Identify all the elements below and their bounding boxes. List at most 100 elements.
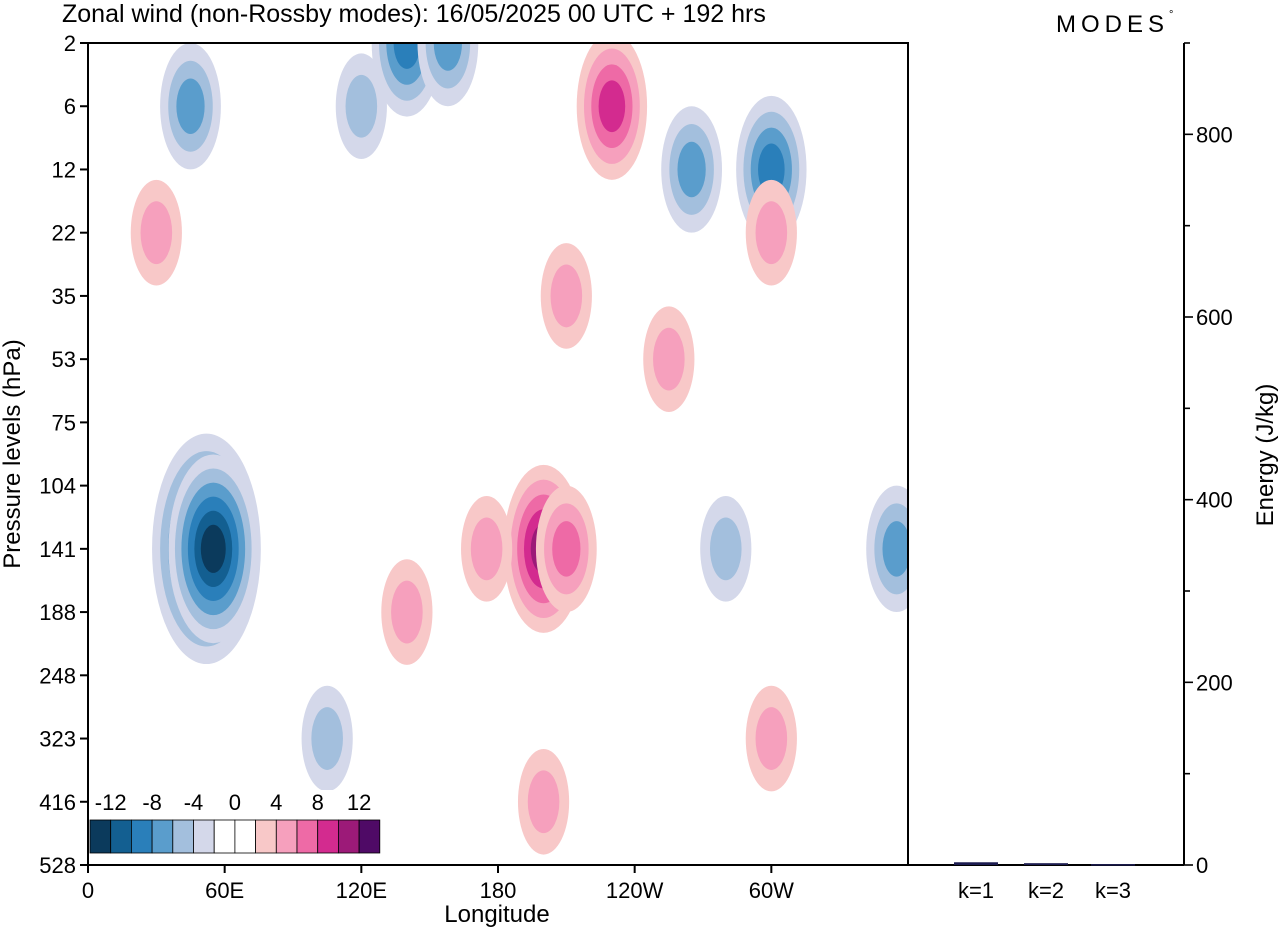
y-tick-label: 53 <box>52 347 76 372</box>
colorbar-label: -12 <box>95 790 127 815</box>
colorbar: -12 -8 -4 0 4 8 12 <box>88 790 382 854</box>
colorbar-swatch <box>89 819 112 854</box>
energy-bar <box>954 862 998 865</box>
colorbar-swatch <box>255 819 277 854</box>
colorbar-label: -4 <box>184 790 204 815</box>
energy-tick-label: 200 <box>1196 670 1233 695</box>
colorbar-label: 12 <box>347 790 371 815</box>
contour-level <box>391 580 423 644</box>
contour-level <box>552 521 581 577</box>
y-axis-label: Pressure levels (hPa) <box>0 339 26 568</box>
colorbar-label: 0 <box>229 790 241 815</box>
contour-level <box>140 201 173 265</box>
contour-level <box>470 517 503 581</box>
colorbar-swatch <box>151 819 174 854</box>
field-anomaly <box>517 748 570 855</box>
field-anomaly <box>381 559 433 665</box>
contour-level <box>311 707 343 770</box>
field-anomaly <box>130 179 182 286</box>
contour-level <box>433 43 463 71</box>
energy-tick-label: 600 <box>1196 305 1233 330</box>
y-tick-label: 75 <box>52 410 76 435</box>
field-anomaly <box>745 179 797 286</box>
energy-bar <box>1024 863 1068 865</box>
contour-level <box>176 78 205 134</box>
x-tick-label: 0 <box>82 878 94 903</box>
colorbar-swatch <box>317 819 339 854</box>
energy-axis-label: Energy (J/kg) <box>1252 384 1279 527</box>
y-tick-label: 12 <box>52 157 76 182</box>
contour-level <box>527 770 560 834</box>
contour-level <box>550 264 583 328</box>
energy-category-label: k=3 <box>1095 878 1131 903</box>
field-anomaly <box>160 43 221 170</box>
field-anomaly <box>700 496 752 602</box>
y-tick-label: 35 <box>52 284 76 309</box>
contour-level <box>393 43 421 69</box>
energy-bar <box>1091 864 1135 866</box>
contour-level <box>200 524 226 573</box>
field-anomaly <box>168 454 259 644</box>
colorbar-swatch <box>110 819 132 854</box>
energy-tick-label: 400 <box>1196 488 1233 513</box>
field-anomaly <box>745 685 797 792</box>
x-axis: 0 60E 120E 180 120W 60W <box>82 865 794 903</box>
y-tick-label: 6 <box>64 94 76 119</box>
x-tick-label: 180 <box>480 878 517 903</box>
heatmap-panel: -12 -8 -4 0 4 8 12 2 6 12 22 35 53 75 104 141 188 248 323… <box>0 31 909 928</box>
field-anomaly <box>643 306 695 412</box>
contour-level <box>598 80 626 133</box>
colorbar-swatch <box>213 819 236 854</box>
y-tick-label: 2 <box>64 31 76 56</box>
colorbar-swatch <box>296 819 319 854</box>
colorbar-swatch <box>234 819 256 854</box>
x-axis-label: Longitude <box>444 901 549 928</box>
y-tick-label: 323 <box>39 727 76 752</box>
colorbar-swatch <box>130 819 153 854</box>
y-axis: 2 6 12 22 35 53 75 104 141 188 248 323 416 528 <box>39 31 88 878</box>
heatmap-field <box>130 43 908 855</box>
field-anomaly <box>661 106 723 233</box>
contour-level <box>882 521 908 577</box>
contour-level <box>755 707 788 770</box>
contour-level <box>755 201 788 265</box>
field-anomaly <box>540 243 592 349</box>
field-anomaly <box>535 485 597 613</box>
y-tick-label: 141 <box>39 537 76 562</box>
chart-title: Zonal wind (non-Rossby modes): 16/05/202… <box>62 0 766 28</box>
energy-tick-label: 800 <box>1196 122 1233 147</box>
colorbar-swatch <box>275 819 298 854</box>
x-tick-label: 120E <box>336 878 387 903</box>
field-anomaly <box>301 685 353 792</box>
contour-level <box>709 517 742 581</box>
y-tick-label: 188 <box>39 600 76 625</box>
contour-level <box>677 141 706 198</box>
contour-level <box>653 327 685 391</box>
y-tick-label: 104 <box>39 474 76 499</box>
field-anomaly <box>576 43 648 180</box>
energy-bars: k=1 k=2 k=3 <box>954 862 1135 903</box>
y-tick-label: 528 <box>39 853 76 878</box>
x-tick-label: 60W <box>749 878 794 903</box>
y-tick-label: 248 <box>39 663 76 688</box>
x-tick-label: 60E <box>205 878 244 903</box>
x-tick-label: 120W <box>606 878 664 903</box>
energy-category-label: k=1 <box>958 878 994 903</box>
energy-y-axis: 0 200 400 600 800 <box>1184 42 1233 878</box>
energy-category-label: k=2 <box>1028 878 1064 903</box>
colorbar-swatch <box>172 819 194 854</box>
contour-level <box>345 74 378 138</box>
colorbar-swatch <box>358 819 381 854</box>
energy-tick-label: 0 <box>1196 853 1208 878</box>
colorbar-label: -8 <box>142 790 162 815</box>
field-anomaly <box>417 43 479 107</box>
y-tick-label: 22 <box>52 221 76 246</box>
field-anomaly <box>461 496 513 602</box>
brand-logo: MODES° <box>1056 9 1178 38</box>
field-anomaly <box>866 485 908 613</box>
y-tick-label: 416 <box>39 790 76 815</box>
colorbar-swatch <box>337 819 360 854</box>
field-anomaly <box>335 53 387 160</box>
colorbar-swatch <box>193 819 215 854</box>
